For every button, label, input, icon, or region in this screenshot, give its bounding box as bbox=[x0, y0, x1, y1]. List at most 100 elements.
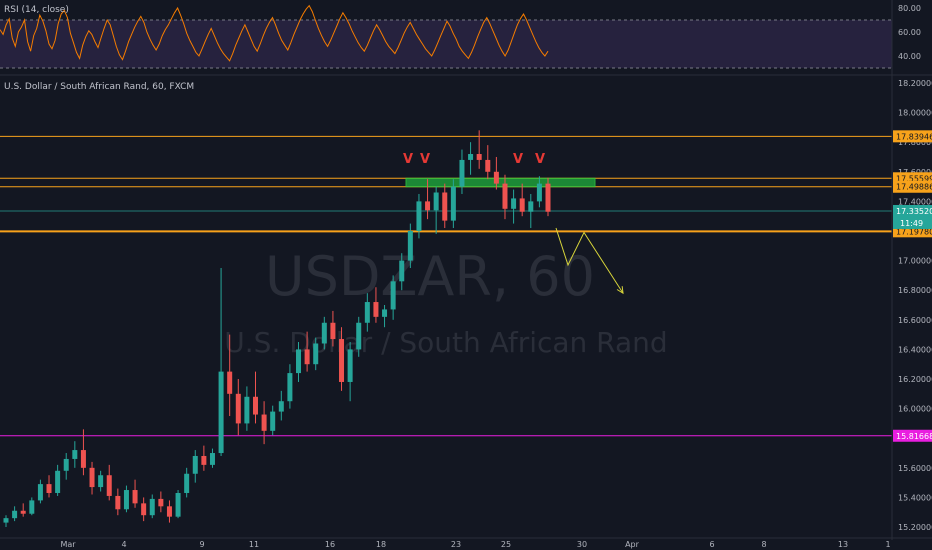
candle-body bbox=[89, 467, 95, 488]
candle-body bbox=[72, 450, 78, 459]
candle-body bbox=[227, 371, 233, 394]
top-marker-icon: V bbox=[403, 152, 413, 167]
price-tick-label: 16.80000 bbox=[898, 286, 932, 295]
top-marker-icon: V bbox=[513, 152, 523, 167]
time-tick-label: 13 bbox=[838, 540, 848, 549]
candle-body bbox=[399, 260, 405, 282]
rsi-tick-label: 40.00 bbox=[898, 52, 921, 61]
projection-line bbox=[555, 227, 624, 294]
current-price-badge bbox=[893, 204, 932, 229]
price-tick-label: 17.00000 bbox=[898, 257, 932, 266]
time-tick-label: 16 bbox=[325, 540, 335, 549]
projection-arrowhead bbox=[616, 286, 624, 295]
price-tick-label: 16.00000 bbox=[898, 405, 932, 414]
rsi-band bbox=[0, 20, 892, 68]
candle-body bbox=[166, 506, 172, 517]
watermark-name: U.S. Dollar / South African Rand bbox=[224, 326, 667, 359]
candle-body bbox=[425, 201, 431, 211]
candle-body bbox=[209, 453, 215, 465]
candle-body bbox=[321, 322, 327, 344]
price-tick-label: 17.80000 bbox=[898, 138, 932, 147]
price-tick-label: 15.20000 bbox=[898, 523, 932, 532]
candle-body bbox=[339, 339, 345, 382]
price-tick-label: 15.60000 bbox=[898, 464, 932, 473]
time-tick-label: 25 bbox=[501, 540, 511, 549]
candle-body bbox=[278, 401, 284, 412]
watermark-ticker: USDZAR, 60 bbox=[265, 245, 595, 308]
level-price-label: 17.49886 bbox=[896, 183, 932, 192]
candle-body bbox=[106, 475, 112, 496]
time-axis: Mar 4 9 11 16 18 23 25 30 Apr 6 8 13 1 bbox=[60, 540, 890, 549]
candle-body bbox=[175, 492, 181, 517]
candle-body bbox=[287, 373, 293, 402]
candle-body bbox=[123, 490, 129, 510]
symbol-title[interactable]: U.S. Dollar / South African Rand, 60, FX… bbox=[4, 82, 195, 92]
current-price-label: 17.33520 bbox=[896, 207, 932, 216]
candle-body bbox=[201, 455, 207, 465]
candle-body bbox=[98, 475, 104, 488]
candle-body bbox=[218, 371, 224, 454]
candle-body bbox=[63, 458, 69, 471]
rsi-tick-label: 60.00 bbox=[898, 28, 921, 37]
time-tick-label: Mar bbox=[60, 540, 76, 549]
candle-body bbox=[450, 186, 456, 221]
time-tick-label: 18 bbox=[376, 540, 386, 549]
candle-body bbox=[270, 411, 276, 431]
price-axis: 18.20000 18.00000 17.80000 17.60000 17.40000… bbox=[898, 79, 932, 532]
resistance-zone-box[interactable] bbox=[405, 177, 596, 188]
candle-body bbox=[235, 393, 241, 424]
candle-body bbox=[493, 171, 499, 184]
projection-path bbox=[555, 227, 624, 295]
candle-body bbox=[29, 500, 35, 514]
candle-body bbox=[528, 201, 534, 212]
candle-body bbox=[141, 503, 147, 516]
candle-body bbox=[356, 322, 362, 350]
candle-body bbox=[252, 396, 258, 415]
candle-body bbox=[511, 198, 517, 209]
candle-body bbox=[304, 349, 310, 365]
candle-body bbox=[132, 490, 138, 504]
rsi-tick-label: 80.00 bbox=[898, 4, 921, 13]
candle-body bbox=[55, 470, 61, 493]
candle-body bbox=[536, 183, 542, 202]
rsi-panel bbox=[0, 4, 892, 69]
candle-body bbox=[459, 159, 465, 187]
countdown-label: 11:49 bbox=[900, 219, 923, 228]
time-tick-label: 4 bbox=[121, 540, 126, 549]
candle-body bbox=[12, 510, 18, 519]
candle-body bbox=[468, 154, 474, 160]
candle-body bbox=[158, 498, 164, 507]
level-price-label: 17.19780 bbox=[896, 227, 932, 236]
candle-body bbox=[149, 498, 155, 516]
price-tick-label: 17.60000 bbox=[898, 168, 932, 177]
price-tick-label: 15.40000 bbox=[898, 493, 932, 502]
candle-body bbox=[80, 450, 86, 468]
time-tick-label: 11 bbox=[249, 540, 259, 549]
top-marker-icon: V bbox=[420, 152, 430, 167]
level-price-label: 17.83946 bbox=[896, 132, 932, 141]
candle-body bbox=[433, 192, 439, 211]
rsi-indicator-label[interactable]: RSI (14, close) bbox=[4, 5, 69, 15]
candle-body bbox=[485, 159, 491, 172]
price-tick-label: 16.20000 bbox=[898, 375, 932, 384]
top-marker-icon: V bbox=[535, 152, 545, 167]
candle-body bbox=[476, 154, 482, 160]
price-tick-label: 16.60000 bbox=[898, 316, 932, 325]
level-price-label: 17.55599 bbox=[896, 174, 932, 183]
rsi-axis: 80.00 60.00 40.00 bbox=[898, 4, 921, 61]
candle-body bbox=[184, 473, 190, 493]
candlesticks bbox=[3, 130, 551, 528]
candle-body bbox=[244, 396, 250, 424]
candle-body bbox=[373, 302, 379, 317]
candle-body bbox=[3, 518, 9, 523]
candle-body bbox=[296, 349, 302, 374]
time-tick-label: 9 bbox=[199, 540, 204, 549]
candle-body bbox=[261, 414, 267, 431]
level-price-badge bbox=[893, 130, 932, 143]
candle-body bbox=[347, 349, 353, 382]
time-tick-label: 23 bbox=[451, 540, 461, 549]
candle-body bbox=[519, 198, 525, 212]
